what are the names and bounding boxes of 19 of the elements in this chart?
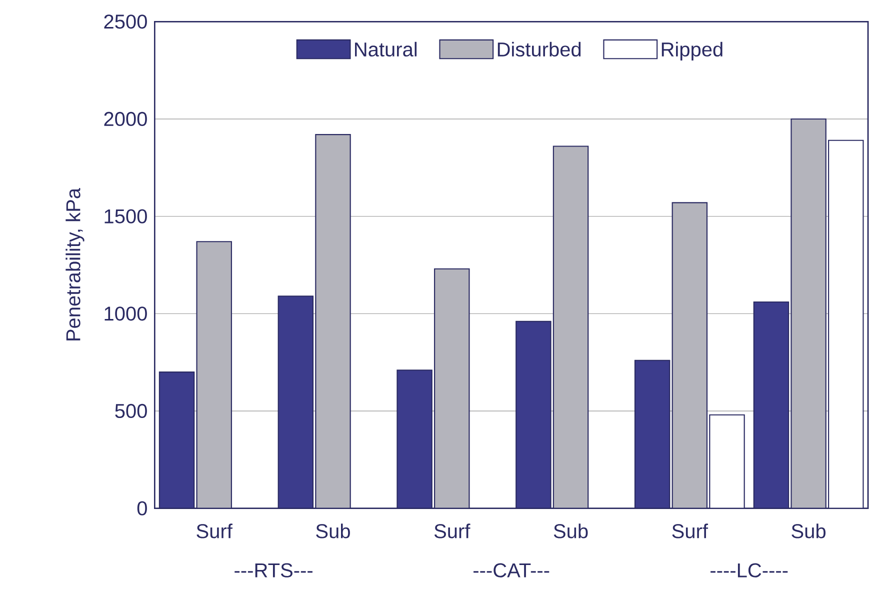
legend-label: Natural (355, 42, 417, 57)
text: ---RTS--- (234, 563, 312, 578)
y-tick-label: 1500 (104, 209, 147, 224)
y-tick-label: 1000 (104, 306, 147, 321)
x-tick-label: Surf (434, 524, 470, 538)
text: ---CAT--- (474, 563, 550, 578)
x-tick-label: Sub (316, 524, 350, 538)
y-tick-label: 2000 (104, 112, 147, 126)
x-tick-label: Sub (792, 524, 826, 538)
x-tick-label: Sub (554, 524, 588, 538)
legend-label: Ripped (662, 42, 722, 60)
y-axis-title: Penetrability, kPa (66, 188, 84, 340)
legend-label: Disturbed (498, 42, 581, 57)
y-tick-label: 2500 (104, 14, 147, 29)
x-tick-label: Surf (672, 524, 708, 538)
y-tick-label: 0 (137, 501, 147, 516)
y-tick-label: 500 (115, 404, 147, 418)
text: ----LC---- (710, 563, 788, 578)
x-tick-label: Surf (196, 524, 232, 538)
